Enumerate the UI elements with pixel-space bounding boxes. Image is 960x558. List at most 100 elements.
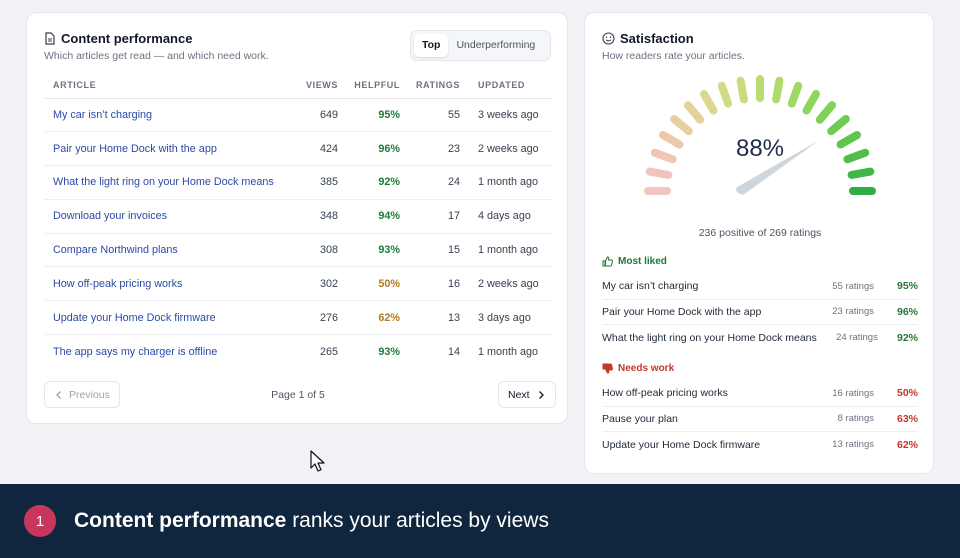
list-item-title: What the light ring on your Home Dock me… [602, 331, 817, 344]
updated-cell: 2 weeks ago [460, 131, 552, 167]
list-item-percent: 50% [896, 387, 918, 400]
gauge-tick [650, 148, 677, 164]
table-row[interactable]: How off-peak pricing works 302 50% 16 2 week… [44, 266, 552, 302]
col-ratings[interactable]: RATINGS [400, 73, 460, 99]
table-row[interactable]: What the light ring on your Home Dock me… [44, 165, 552, 200]
helpful-cell: 50% [338, 266, 400, 302]
list-item-percent: 96% [896, 305, 918, 318]
step-badge: 1 [24, 505, 56, 537]
updated-cell: 2 weeks ago [460, 266, 552, 302]
views-cell: 348 [276, 199, 338, 234]
gauge-percent: 88% [736, 135, 784, 162]
gauge-tick [670, 115, 693, 136]
list-item-title: How off-peak pricing works [602, 387, 728, 400]
article-title-link[interactable]: Pair your Home Dock with the app [44, 131, 276, 167]
satisfaction-title: Satisfaction [602, 31, 694, 46]
col-updated[interactable]: UPDATED [460, 73, 552, 99]
gauge-tick [836, 131, 861, 149]
article-title-link[interactable]: Update your Home Dock firmware [44, 300, 276, 336]
updated-cell: 1 month ago [478, 345, 539, 358]
list-item[interactable]: My car isn’t charging 55 ratings 95% [602, 274, 918, 300]
gauge-tick [700, 90, 718, 115]
list-item-ratings: 23 ratings [832, 306, 874, 318]
updated-cell: 4 days ago [460, 199, 552, 234]
gauge-tick [827, 115, 850, 136]
gauge-needle [736, 140, 820, 195]
table-row[interactable]: My car isn’t charging 649 95% 55 3 weeks ago [44, 98, 552, 133]
articles-table: ARTICLE VIEWS HELPFUL RATINGS UPDATED My… [44, 73, 552, 368]
list-item-title: My car isn’t charging [602, 280, 699, 293]
gauge-tick [787, 81, 803, 108]
thumbs-down-icon [602, 363, 613, 374]
tutorial-caption-bar: 1 Content performance ranks your article… [0, 484, 960, 558]
article-title-link[interactable]: The app says my charger is offline [53, 345, 218, 358]
views-cell: 424 [276, 131, 338, 167]
list-item[interactable]: Pair your Home Dock with the app 23 ratin… [602, 300, 918, 325]
views-cell: 302 [276, 266, 338, 302]
views-cell: 649 [276, 98, 338, 133]
list-item-ratings: 16 ratings [832, 387, 874, 399]
list-item-ratings: 24 ratings [836, 332, 878, 344]
article-title-link[interactable]: Compare Northwind plans [44, 233, 276, 268]
list-item-title: Pause your plan [602, 412, 678, 425]
list-item-percent: 63% [896, 412, 918, 425]
thumbs-up-icon [602, 256, 613, 267]
previous-page-button[interactable]: Previous [44, 381, 120, 408]
satisfaction-card: Satisfaction How readers rate your artic… [584, 12, 934, 474]
satisfaction-gauge: 88% [644, 75, 876, 195]
gauge-tick [659, 131, 684, 149]
gauge-tick [802, 90, 820, 115]
updated-cell: 3 days ago [460, 300, 552, 336]
col-views[interactable]: VIEWS [276, 73, 338, 99]
list-item[interactable]: What the light ring on your Home Dock me… [602, 325, 918, 351]
table-row[interactable]: The app says my charger is offline 265 93%… [44, 335, 552, 369]
smile-icon [602, 32, 615, 45]
ratings-cell: 23 [400, 131, 460, 167]
views-cell: 385 [276, 165, 338, 200]
gauge-tick [843, 148, 870, 164]
list-item-percent: 92% [896, 331, 918, 344]
helpful-cell: 94% [338, 199, 400, 234]
list-item-percent: 95% [896, 280, 918, 293]
table-row[interactable]: Update your Home Dock firmware 276 62% 13 3 … [44, 300, 552, 336]
list-item[interactable]: How off-peak pricing works 16 ratings 50% [602, 381, 918, 407]
col-article[interactable]: ARTICLE [44, 73, 276, 99]
next-page-button[interactable]: Next [498, 381, 556, 408]
article-title-link[interactable]: My car isn’t charging [44, 98, 276, 133]
gauge-tick [717, 81, 733, 108]
views-cell: 265 [319, 345, 338, 358]
ratings-cell: 24 [400, 165, 460, 200]
article-title-link[interactable]: What the light ring on your Home Dock me… [44, 165, 276, 200]
helpful-cell: 93% [338, 233, 400, 268]
mouse-cursor-icon [310, 450, 325, 472]
tab-top[interactable]: Top [414, 34, 449, 57]
content-performance-subtitle: Which articles get read — and which need… [44, 50, 269, 62]
table-row[interactable]: Compare Northwind plans 308 93% 15 1 month a… [44, 233, 552, 268]
ratings-cell: 13 [400, 300, 460, 336]
views-cell: 308 [276, 233, 338, 268]
tab-underperforming[interactable]: Underperforming [456, 39, 536, 51]
ratings-cell: 17 [400, 199, 460, 234]
article-title-link[interactable]: Download your invoices [44, 199, 276, 234]
table-row[interactable]: Download your invoices 348 94% 17 4 days ago [44, 199, 552, 234]
ratings-cell: 16 [400, 266, 460, 302]
most-liked-list: My car isn’t charging 55 ratings 95% Pair y… [602, 274, 918, 351]
helpful-cell: 95% [338, 98, 400, 133]
list-item[interactable]: Update your Home Dock firmware 13 ratings… [602, 432, 918, 458]
list-item-title: Update your Home Dock firmware [602, 438, 761, 451]
ratings-cell: 15 [400, 233, 460, 268]
list-item[interactable]: Pause your plan 8 ratings 63% [602, 407, 918, 432]
col-helpful[interactable]: HELPFUL [338, 73, 400, 99]
gauge-tick [772, 76, 784, 104]
chevron-right-icon [538, 390, 544, 399]
list-item-title: Pair your Home Dock with the app [602, 305, 762, 318]
page-indicator: Page 1 of 5 [271, 389, 325, 401]
helpful-cell: 92% [338, 165, 400, 200]
table-row[interactable]: Pair your Home Dock with the app 424 96% 23… [44, 131, 552, 167]
article-title-link[interactable]: How off-peak pricing works [44, 266, 276, 302]
views-cell: 276 [276, 300, 338, 336]
updated-cell: 3 weeks ago [460, 98, 552, 133]
needs-work-heading: Needs work [602, 363, 674, 374]
ratings-cell: 14 [447, 345, 460, 358]
gauge-tick [684, 101, 705, 124]
